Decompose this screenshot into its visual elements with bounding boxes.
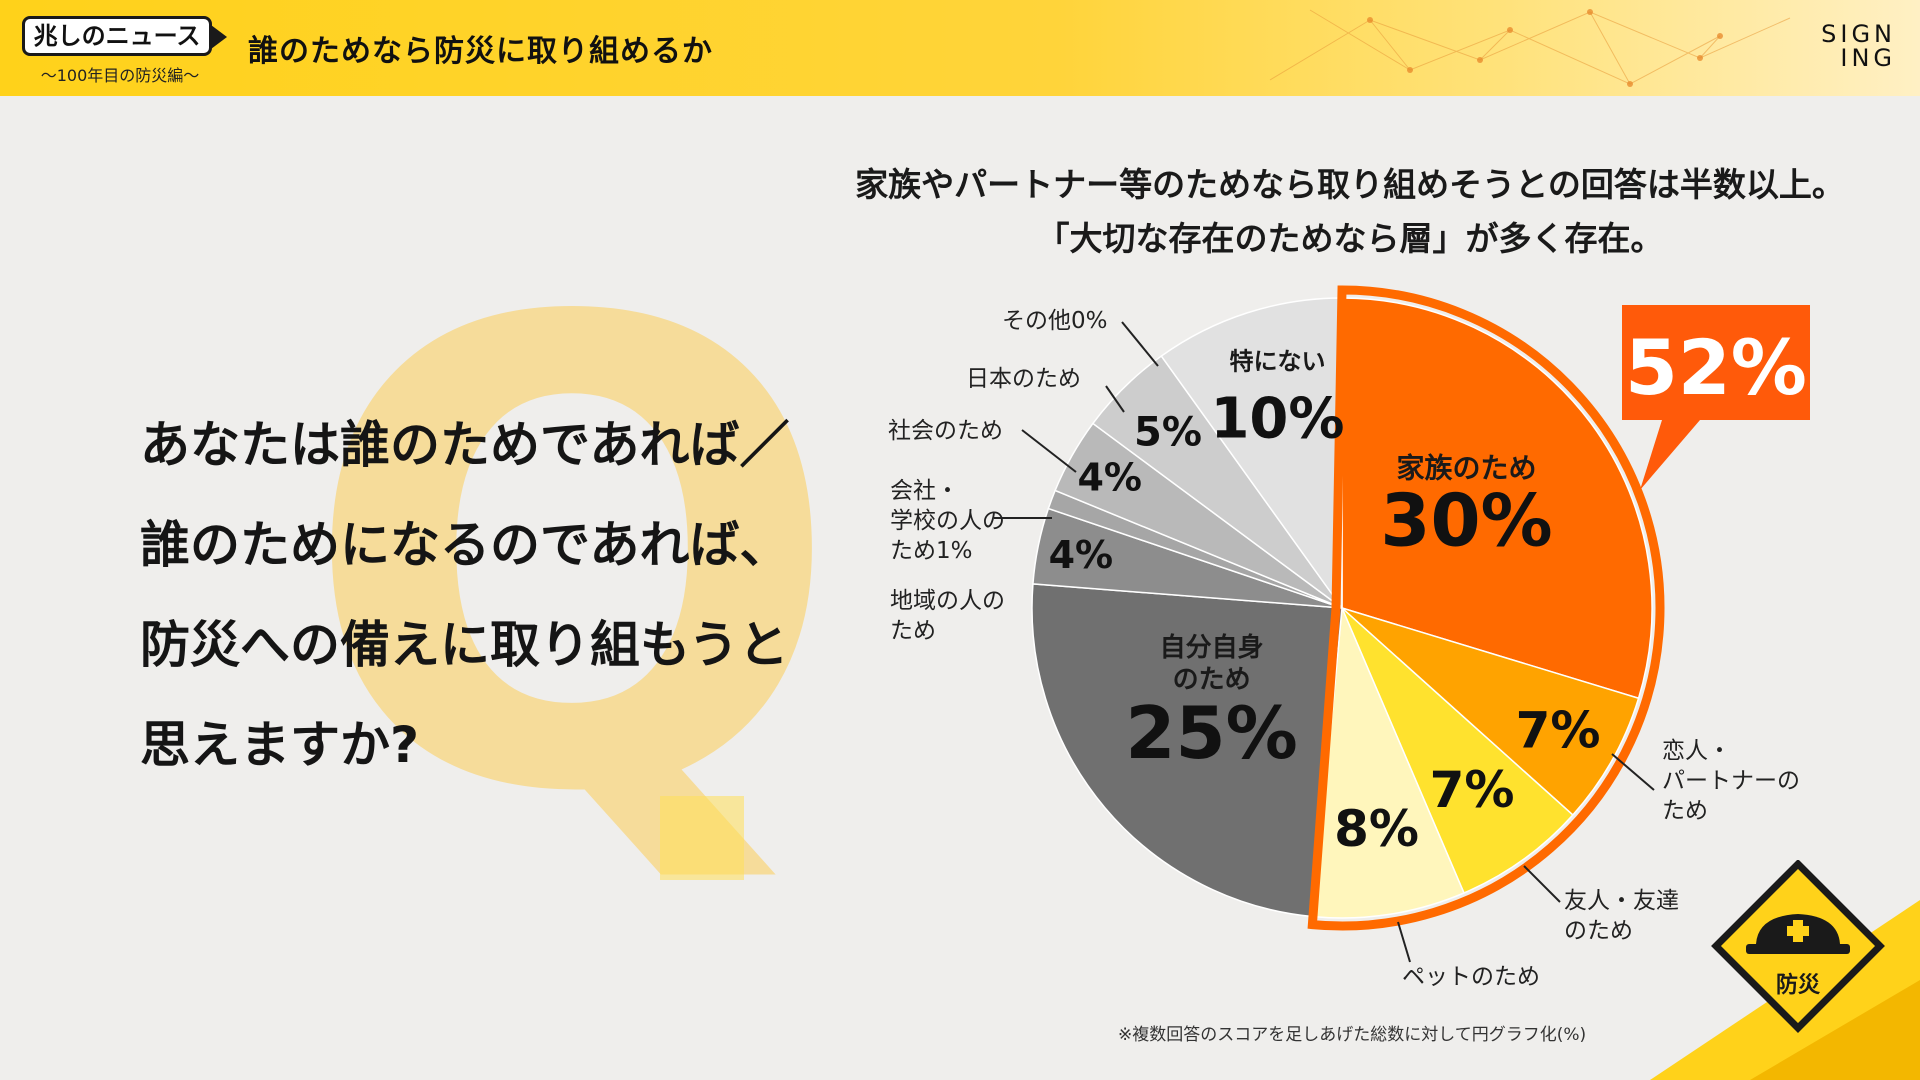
pie-slice bbox=[1341, 297, 1653, 700]
chart-footnote: ※複数回答のスコアを足しあげた総数に対して円グラフ化(%) bbox=[1118, 1025, 1587, 1045]
slice-name-label: 特にない bbox=[1229, 347, 1325, 375]
slice-category-label: ため bbox=[890, 618, 936, 644]
question-line: あなたは誰のためであれば／ bbox=[140, 416, 790, 474]
brand-logo: SIGN ING bbox=[1806, 22, 1896, 70]
slice-category-label: その他0% bbox=[1002, 308, 1108, 334]
slice-category-label: ため1% bbox=[890, 538, 973, 564]
question-text: あなたは誰のためであれば／ 誰のためになるのであれば、 防災への備えに取り組もう… bbox=[140, 395, 860, 795]
leader-line bbox=[1021, 429, 1077, 473]
series-subtitle: 〜100年目の防災編〜 bbox=[40, 66, 200, 85]
pie-slice bbox=[1341, 607, 1574, 894]
slice-value-label: 25% bbox=[1125, 691, 1297, 775]
question-line: 思えますか? bbox=[140, 716, 420, 774]
slice-category-label: 友人・友達 bbox=[1564, 888, 1679, 914]
series-badge: 兆しのニュース bbox=[22, 16, 227, 56]
slice-category-label: 会社・ bbox=[890, 478, 959, 504]
slice-category-label: 恋人・ bbox=[1662, 738, 1731, 764]
slice-category-label: パートナーの bbox=[1662, 768, 1800, 794]
slice-name-label: 家族のため bbox=[1397, 452, 1537, 485]
slice-value-label: 8% bbox=[1334, 800, 1419, 858]
leader-line bbox=[1611, 753, 1655, 791]
slice-name-label: 自分自身 bbox=[1160, 632, 1264, 663]
leader-line bbox=[1523, 865, 1561, 903]
leader-line bbox=[1121, 321, 1159, 367]
slice-category-label: 学校の人の bbox=[890, 508, 1005, 534]
slice-value-label: 5% bbox=[1134, 409, 1202, 455]
headline-line-1: 家族やパートナー等のためなら取り組めそうとの回答は半数以上。 bbox=[855, 165, 1845, 204]
brand-logo-line2: ING bbox=[1840, 44, 1896, 72]
pie-slice bbox=[1341, 607, 1640, 817]
slice-category-label: ため bbox=[1662, 798, 1708, 824]
question-mark-letter: Q bbox=[300, 187, 845, 932]
pie-slice bbox=[1160, 297, 1343, 611]
slice-value-label: 10% bbox=[1210, 386, 1344, 451]
slice-category-label: 社会のため bbox=[888, 418, 1003, 444]
callout-value: 52% bbox=[1625, 323, 1807, 412]
slice-value-label: 4% bbox=[1077, 455, 1142, 499]
chart-headline: 家族やパートナー等のためなら取り組めそうとの回答は半数以上。 「大切な存在のため… bbox=[790, 158, 1910, 266]
slice-value-label: 30% bbox=[1380, 479, 1552, 563]
question-line: 誰のためになるのであれば、 bbox=[140, 516, 790, 574]
hazard-sign: 防災 bbox=[1711, 860, 1885, 1033]
slice-category-label: ペットのため bbox=[1402, 964, 1540, 990]
leader-line bbox=[1397, 921, 1411, 963]
slice-value-label: 7% bbox=[1516, 701, 1601, 759]
highlight-callout: 52% bbox=[1622, 305, 1810, 490]
network-decoration bbox=[1269, 9, 1791, 87]
slice-category-label: 地域の人の bbox=[890, 588, 1005, 614]
pie-slice bbox=[1312, 607, 1465, 919]
slice-category-label: のため bbox=[1564, 918, 1633, 944]
highlight-group-outline bbox=[1307, 285, 1665, 931]
pie-slice bbox=[1031, 583, 1343, 918]
brand-logo-line1: SIGN bbox=[1821, 20, 1896, 48]
question-mark-dot bbox=[660, 796, 744, 880]
headline-line-2: 「大切な存在のためなら層」が多く存在。 bbox=[1036, 219, 1664, 258]
callout-box bbox=[1622, 305, 1810, 490]
slice-category-label: 日本のため bbox=[966, 366, 1081, 392]
page-title: 誰のためなら防災に取り組めるか bbox=[248, 34, 713, 69]
sign-label: 防災 bbox=[1776, 973, 1821, 998]
slice-name-label: のため bbox=[1173, 665, 1251, 695]
question-line: 防災への備えに取り組もうと bbox=[140, 616, 789, 674]
corner-decoration: 防災 bbox=[1650, 860, 1920, 1080]
slice-value-label: 4% bbox=[1049, 533, 1114, 577]
header-bar: 兆しのニュース 〜100年目の防災編〜 誰のためなら防災に取り組めるか SIGN… bbox=[0, 0, 1920, 96]
slice-value-label: 7% bbox=[1430, 761, 1515, 819]
leader-line bbox=[1105, 385, 1125, 413]
